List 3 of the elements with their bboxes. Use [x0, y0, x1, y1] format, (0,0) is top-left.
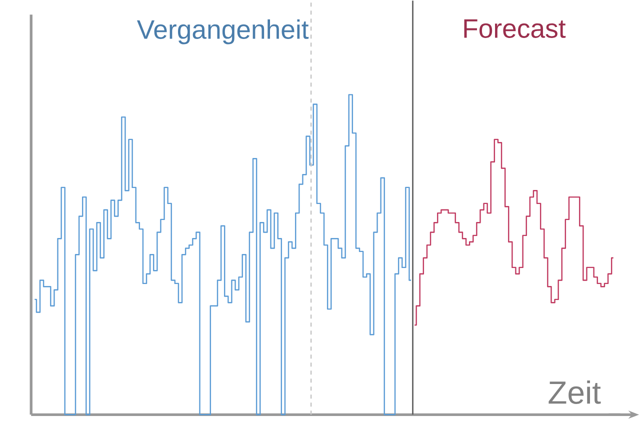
text: Vergangenheit: [136, 20, 309, 44]
text: Forecast: [464, 20, 566, 38]
x-axis-title: Zeit: [548, 380, 601, 404]
